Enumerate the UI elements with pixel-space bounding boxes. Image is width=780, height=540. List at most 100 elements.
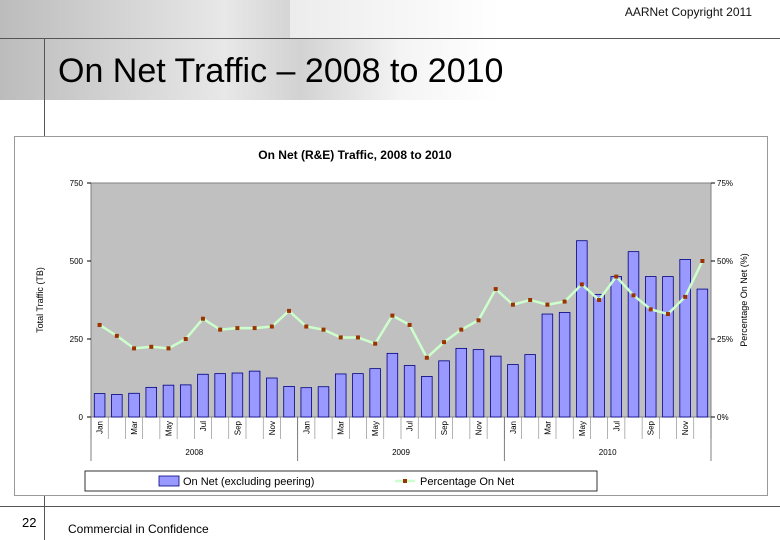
percentage-point (287, 308, 292, 313)
chart-panel: On Net (R&E) Traffic, 2008 to 2010 0 250 50… (14, 136, 768, 496)
x-tick-label: Jan (302, 421, 311, 434)
x-tick-label: Mar (130, 421, 139, 435)
x-tick-label: Nov (475, 421, 484, 435)
percentage-point (631, 293, 636, 298)
y-axis-label: Total Traffic (TB) (35, 267, 45, 333)
confidential-note: Commercial in Confidence (68, 522, 209, 536)
bar (111, 394, 123, 418)
bar (266, 377, 278, 418)
percentage-point (528, 298, 533, 302)
percentage-point (545, 302, 550, 307)
percentage-point (562, 299, 567, 304)
percentage-point (338, 335, 343, 340)
percentage-point (665, 312, 670, 317)
percentage-point (407, 322, 412, 327)
x-tick-label: Mar (543, 421, 552, 435)
x-tick-label: Jan (509, 421, 518, 434)
percentage-point (183, 337, 188, 341)
percentage-point (373, 341, 378, 346)
y-tick-label: 750 (70, 179, 84, 188)
y2-tick-label: 50% (717, 257, 733, 266)
percentage-point (510, 302, 515, 307)
bar (300, 387, 313, 418)
percentage-point (304, 324, 309, 329)
percentage-point (390, 313, 395, 318)
bar (627, 251, 640, 418)
y2-tick-label: 25% (717, 335, 733, 344)
plot-area (90, 182, 712, 418)
percentage-point (269, 324, 274, 329)
bar (248, 370, 261, 418)
x-tick-label: Sep (233, 420, 242, 435)
traffic-chart: On Net (R&E) Traffic, 2008 to 2010 0 250 50… (35, 148, 749, 492)
legend-label-line: Percentage On Net (420, 476, 514, 488)
bar (145, 386, 158, 418)
percentage-point (321, 327, 326, 332)
legend-swatch-bar (158, 475, 180, 487)
percentage-point (355, 335, 360, 340)
legend-box (84, 470, 598, 492)
bar (214, 373, 226, 418)
bar (369, 368, 381, 418)
y2-tick-label: 75% (717, 179, 733, 188)
x-tick-label: May (371, 421, 380, 436)
year-label: 2008 (185, 448, 203, 457)
y-tick-label: 500 (70, 257, 84, 266)
percentage-point (166, 346, 171, 351)
percentage-point (683, 294, 688, 299)
bar (231, 372, 244, 418)
bar (610, 276, 623, 418)
x-tick-label: Nov (681, 421, 690, 435)
percentage-point (424, 355, 429, 360)
y-tick-label: 250 (70, 335, 84, 344)
percentage-point (648, 307, 653, 312)
percentage-point (579, 282, 584, 287)
year-label: 2009 (392, 448, 410, 457)
x-tick-label: May (165, 421, 174, 436)
percentage-point (200, 316, 205, 321)
percentage-line (98, 260, 704, 360)
percentage-point (132, 346, 137, 351)
bar (455, 347, 468, 418)
x-tick-label: Sep (647, 420, 656, 435)
percentage-point (700, 259, 705, 263)
percentage-point (476, 318, 481, 323)
legend-swatch-marker (403, 479, 407, 483)
percentage-point (218, 327, 223, 332)
bar (162, 384, 175, 418)
bar (507, 364, 519, 418)
footer-divider (0, 506, 780, 507)
percentage-point (614, 274, 619, 279)
bar (334, 373, 347, 418)
bar (696, 288, 709, 418)
bar (644, 276, 657, 418)
bar (662, 276, 674, 418)
bar (541, 313, 554, 418)
percentage-point (252, 326, 257, 331)
bar (438, 360, 450, 418)
percentage-point (597, 298, 602, 302)
x-tick-label: Sep (440, 420, 449, 435)
bar (283, 386, 295, 418)
bar (352, 373, 364, 418)
copyright-text: AARNet Copyright 2011 (624, 5, 752, 19)
bar (386, 352, 399, 418)
x-tick-label: Jul (612, 421, 621, 431)
bar (558, 312, 571, 418)
bar (593, 293, 605, 418)
y2-axis-label: Percentage On Net (%) (739, 253, 749, 347)
x-tick-label: Mar (337, 421, 346, 435)
legend-label-bar: On Net (excluding peering) (183, 476, 314, 488)
bar (472, 349, 485, 418)
x-tick-label: Nov (268, 421, 277, 435)
bar (524, 354, 536, 418)
header-banner-strip (290, 0, 500, 38)
year-label: 2010 (599, 448, 617, 457)
bar (179, 384, 192, 418)
y-tick-label: 0 (79, 413, 84, 422)
percentage-point (149, 344, 154, 349)
bar (576, 240, 588, 418)
bar (679, 259, 691, 418)
percentage-point (442, 340, 447, 345)
percentage-point (114, 333, 119, 338)
